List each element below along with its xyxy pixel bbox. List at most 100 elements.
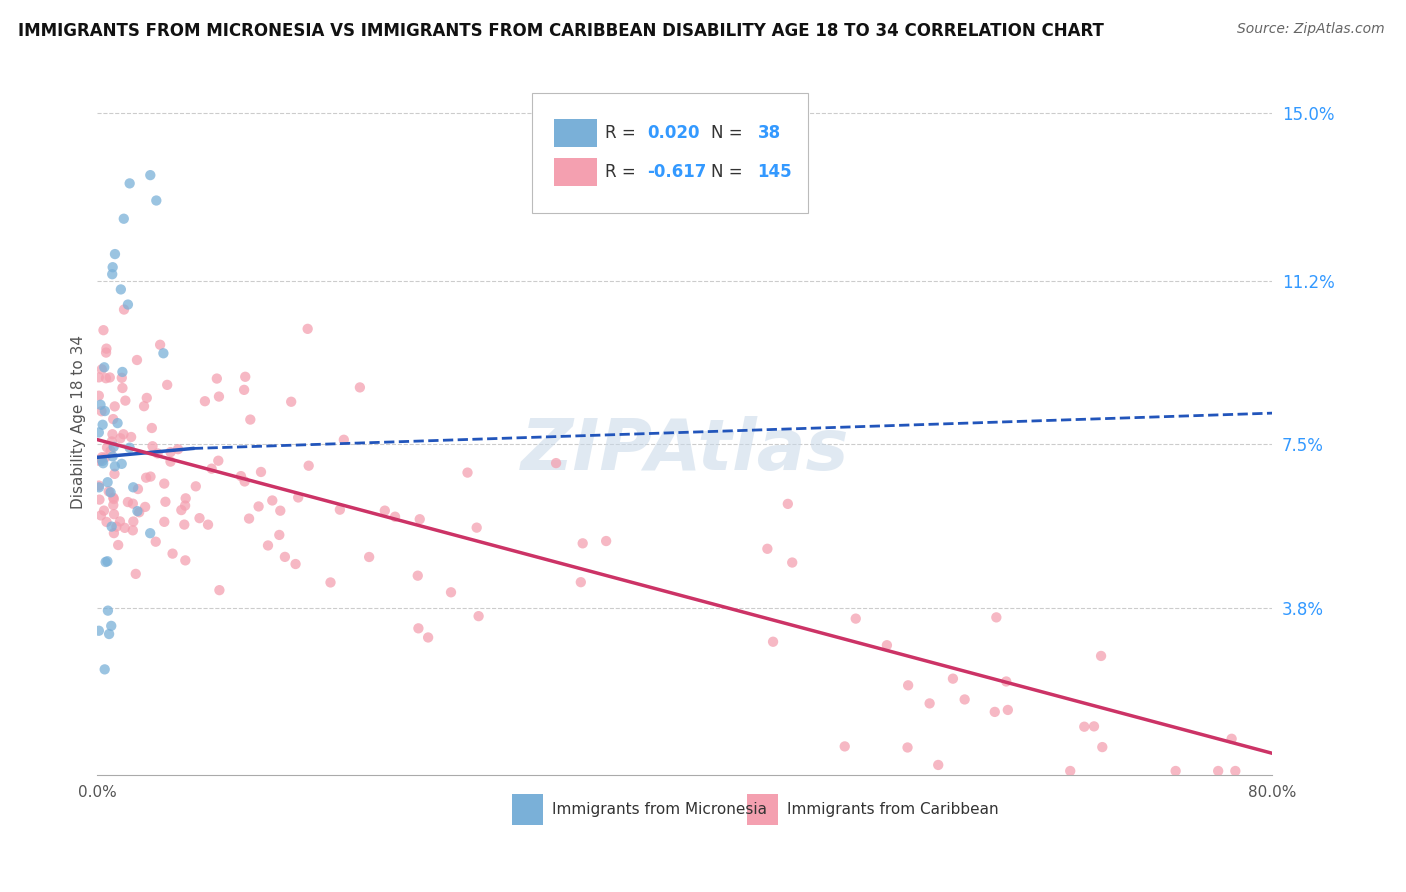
Point [97,484,120,499]
Point [1059,764,1081,778]
Point [94,555,117,569]
Point [93,323,115,337]
Text: R =: R = [605,124,641,142]
Point [139,168,162,182]
Text: IMMIGRANTS FROM MICRONESIA VS IMMIGRANTS FROM CARIBBEAN DISABILITY AGE 18 TO 34 : IMMIGRANTS FROM MICRONESIA VS IMMIGRANTS… [18,22,1104,40]
Point [247,500,270,514]
Point [110,431,132,445]
Point [162,547,184,561]
Point [112,211,135,226]
Point [845,612,868,626]
Point [384,509,406,524]
Point [103,507,125,521]
Point [1090,648,1112,663]
Point [997,703,1019,717]
Point [1083,719,1105,733]
Point [374,503,396,517]
Point [918,697,941,711]
Point [834,739,856,754]
Point [229,469,252,483]
Point [87,480,110,494]
Point [194,394,217,409]
Text: N =: N = [710,162,748,180]
Point [121,524,143,538]
Point [111,371,134,385]
Point [114,521,136,535]
Text: 0.020: 0.020 [647,124,700,142]
Point [90,452,112,467]
Point [134,500,156,514]
Point [108,515,131,529]
Point [139,526,162,541]
Point [91,456,114,470]
Point [117,297,139,311]
Point [233,475,256,489]
Point [238,511,260,525]
Point [111,365,134,379]
Point [101,260,124,275]
Point [156,377,179,392]
Point [280,394,302,409]
Point [467,609,489,624]
Text: ZIPAtlas: ZIPAtlas [520,416,849,484]
Point [94,345,117,359]
Point [284,557,307,571]
Point [93,662,115,676]
Point [333,433,356,447]
Point [103,491,125,505]
Point [94,371,117,385]
Point [319,575,342,590]
FancyBboxPatch shape [512,794,543,825]
Point [250,465,273,479]
Text: Immigrants from Micronesia: Immigrants from Micronesia [553,802,768,817]
Point [122,515,145,529]
Point [297,322,319,336]
Point [287,491,309,505]
Point [145,534,167,549]
Point [104,400,127,414]
Point [876,638,898,652]
Point [135,471,157,485]
Point [112,427,135,442]
Text: R =: R = [605,162,641,180]
FancyBboxPatch shape [554,120,596,147]
Point [91,454,114,468]
Point [776,497,799,511]
Point [167,442,190,457]
Point [98,627,121,641]
Point [298,458,321,473]
Point [409,512,432,526]
Point [274,549,297,564]
Point [111,457,134,471]
Point [233,383,256,397]
Point [100,619,122,633]
Text: -0.617: -0.617 [647,162,707,180]
Point [1220,731,1243,746]
Point [942,672,965,686]
Point [233,369,256,384]
Point [87,389,110,403]
Point [118,177,141,191]
Point [780,556,803,570]
Point [117,495,139,509]
Point [105,519,128,533]
Point [125,566,148,581]
Text: 38: 38 [758,124,780,142]
Point [571,536,593,550]
Point [762,634,785,648]
Point [174,553,197,567]
Point [995,674,1018,689]
FancyBboxPatch shape [531,94,808,213]
Point [1091,740,1114,755]
Point [114,393,136,408]
Point [349,380,371,394]
Point [170,503,193,517]
Point [139,469,162,483]
Point [111,381,134,395]
Text: Immigrants from Caribbean: Immigrants from Caribbean [787,802,998,817]
Point [1073,720,1095,734]
Point [101,267,124,281]
Point [107,416,129,430]
Point [329,502,352,516]
Point [984,705,1007,719]
